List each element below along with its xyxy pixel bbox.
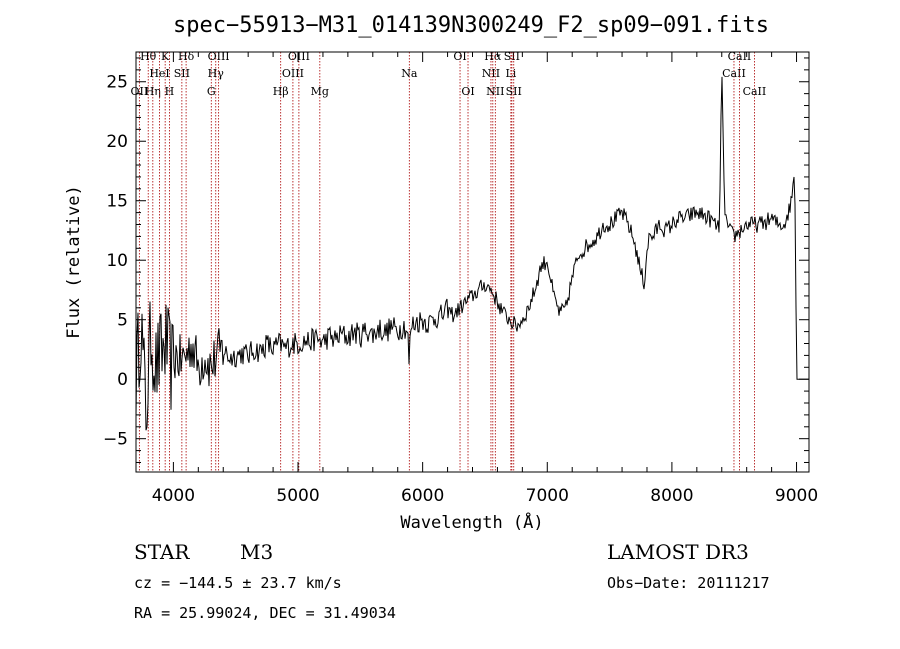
observation-date: Obs−Date: 20111217: [607, 574, 770, 592]
line-label-11: Hβ: [273, 85, 289, 98]
object-class: STAR: [134, 540, 190, 564]
line-label-8: G: [207, 85, 216, 98]
flux-line: [135, 76, 809, 431]
x-axis-label: Wavelength (Å): [400, 511, 543, 533]
survey-name: LAMOST DR3: [607, 540, 749, 564]
y-tick-label-4: 15: [106, 192, 128, 212]
object-subclass: M3: [240, 540, 273, 564]
y-axis-label: Flux (relative): [64, 185, 84, 339]
redshift-velocity: cz = −144.5 ± 23.7 km/s: [134, 574, 342, 592]
axis-ticks: 4000 5000 6000 7000 8000 9000 −5 0 5 10 15 20 25: [103, 52, 818, 506]
line-label-24: CaII: [722, 67, 746, 80]
line-label-21: Li: [505, 67, 516, 80]
y-tick-label-3: 10: [106, 251, 128, 271]
x-tick-label-0: 4000: [152, 486, 195, 506]
line-label-0: OII: [131, 85, 149, 98]
line-label-2: Hη: [145, 85, 161, 98]
y-tick-label-5: 20: [106, 132, 128, 152]
line-label-9: Hγ: [208, 67, 225, 80]
line-label-17: OI: [461, 85, 474, 98]
x-tick-label-2: 6000: [401, 486, 444, 506]
line-label-10: OIII: [208, 50, 230, 63]
line-label-14: Mg: [311, 85, 329, 98]
coordinates: RA = 25.99024, DEC = 31.49034: [134, 604, 396, 622]
y-tick-label-0: −5: [103, 430, 128, 450]
line-label-26: CaII: [743, 85, 767, 98]
x-tick-label-5: 9000: [775, 486, 818, 506]
line-label-22: SII: [504, 50, 520, 63]
line-markers: OIIHθHηKHeIHSIIHδGHγOIIIHβOIIIOIIIMgNaOI…: [131, 50, 767, 472]
line-label-20: NII: [486, 85, 504, 98]
spectrum-series: [135, 76, 809, 431]
chart-title: spec−55913−M31_014139N300249_F2_sp09−091…: [173, 13, 769, 38]
line-label-3: K: [161, 50, 170, 63]
y-tick-label-1: 0: [117, 370, 128, 390]
line-label-7: Hδ: [178, 50, 195, 63]
x-tick-label-4: 8000: [650, 486, 693, 506]
line-label-6: SII: [174, 67, 190, 80]
line-label-12: OIII: [282, 67, 304, 80]
x-tick-label-3: 7000: [526, 486, 569, 506]
line-label-13: OIII: [288, 50, 310, 63]
line-label-18: NII: [482, 67, 500, 80]
y-tick-label-6: 25: [106, 73, 128, 93]
x-tick-label-1: 5000: [276, 486, 319, 506]
line-label-23: SII: [506, 85, 522, 98]
plot-frame: [135, 51, 810, 473]
line-label-4: HeI: [149, 67, 169, 80]
line-label-25: CaII: [728, 50, 752, 63]
line-label-5: H: [165, 85, 175, 98]
line-label-16: OI: [453, 50, 466, 63]
line-label-15: Na: [401, 67, 418, 80]
y-tick-label-2: 5: [117, 311, 128, 331]
